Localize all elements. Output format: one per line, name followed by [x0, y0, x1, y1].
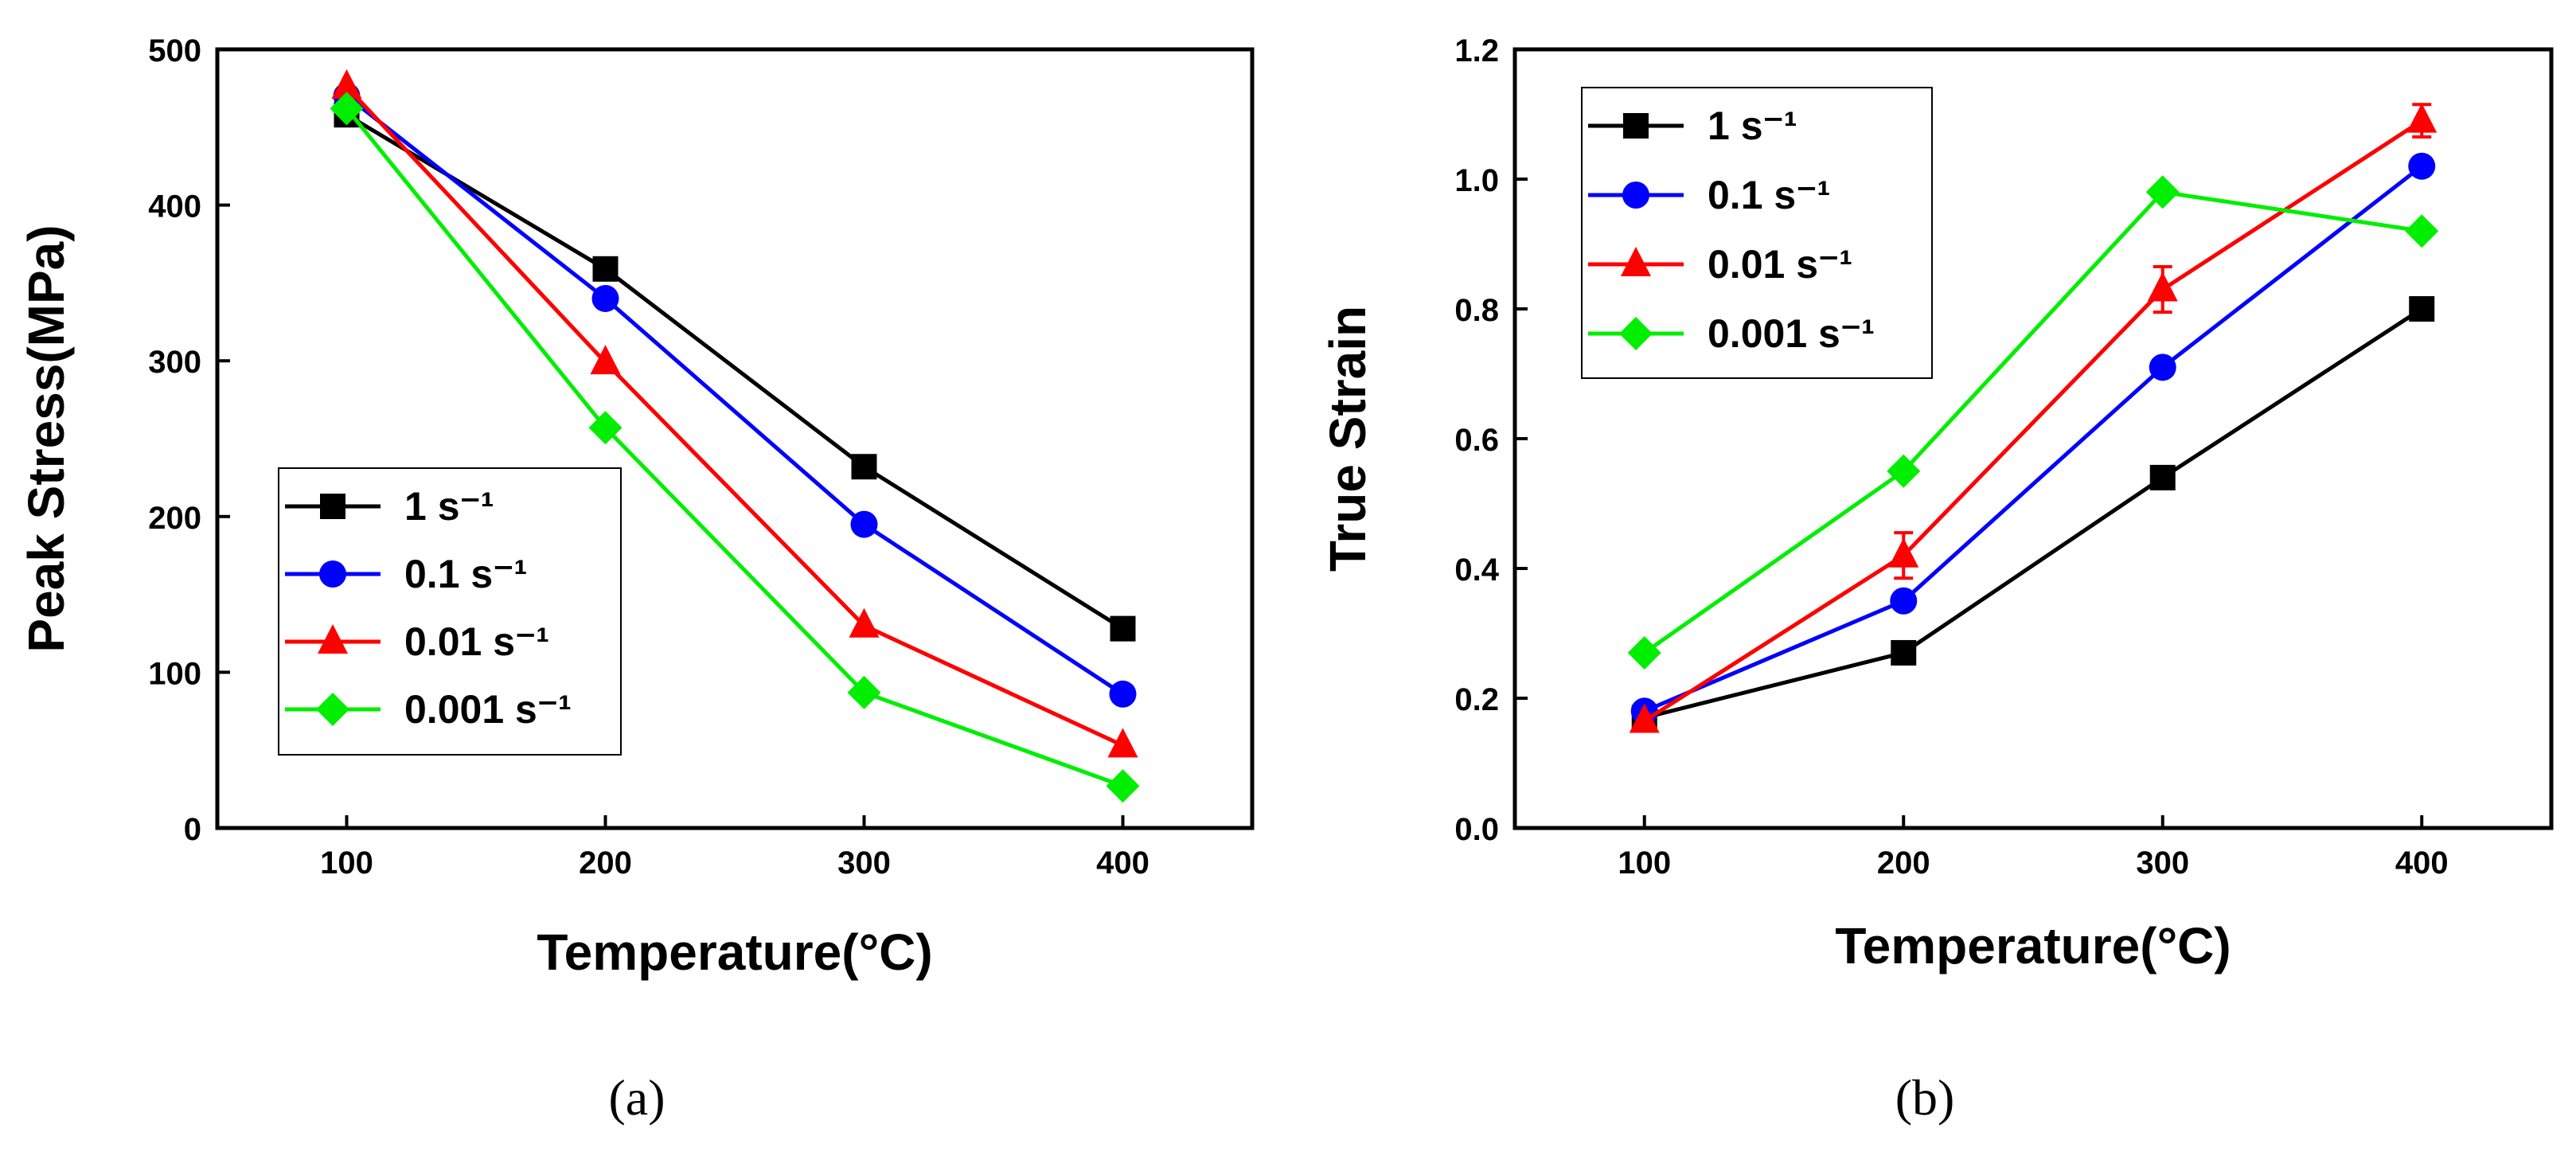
y-tick-label: 0.6 — [1454, 423, 1499, 458]
data-point-triangle — [1629, 703, 1660, 733]
data-point-diamond — [1887, 454, 1921, 488]
data-point-diamond — [2145, 175, 2180, 209]
data-point-square — [1110, 615, 1136, 642]
y-tick-label: 0.4 — [1454, 553, 1499, 588]
y-tick-label: 500 — [148, 33, 201, 68]
legend-marker-circle — [1622, 182, 1649, 209]
series-line — [1643, 164, 2423, 713]
plot-frame — [215, 47, 1255, 830]
legend-item-0p1-s: 0.1 s⁻¹ — [285, 552, 527, 596]
data-point-square — [592, 256, 619, 282]
series-0p01-s — [1629, 103, 2437, 733]
legend-item-0p1-s: 0.1 s⁻¹ — [1588, 173, 1830, 217]
x-tick-label: 300 — [837, 846, 891, 881]
series-0p001-s — [1627, 175, 2439, 670]
data-point-diamond — [1106, 769, 1140, 803]
legend-item-0p01-s: 0.01 s⁻¹ — [285, 619, 549, 664]
legend-label: 1 s⁻¹ — [404, 484, 494, 529]
x-tick-label: 100 — [1618, 846, 1671, 881]
legend-item-0p01-s: 0.01 s⁻¹ — [1588, 242, 1852, 287]
x-tick-label: 300 — [2136, 846, 2189, 881]
data-point-triangle — [2147, 271, 2178, 302]
legend-label: 0.001 s⁻¹ — [404, 687, 572, 732]
data-point-triangle — [849, 607, 880, 638]
panel-b-true-strain-chart: 100 200 300 400 0.0 0.2 0.4 0.6 0.8 1.0 1.2 Tempera… — [1319, 33, 2554, 1126]
legend-item-0p001-s: 0.001 s⁻¹ — [1588, 311, 1875, 356]
legend-marker-square — [320, 494, 345, 519]
series-line — [1643, 119, 2423, 723]
legend-marker-triangle — [318, 624, 348, 654]
panel-label: (a) — [608, 1069, 665, 1126]
y-tick-label: 0.2 — [1454, 682, 1499, 717]
legend-marker-diamond — [1619, 317, 1653, 350]
y-tick-label: 1.2 — [1454, 33, 1499, 68]
series-line — [345, 85, 1124, 748]
data-point-circle — [591, 284, 619, 312]
legend-marker-diamond — [316, 693, 349, 726]
y-tick-label: 200 — [148, 501, 201, 536]
data-point-circle — [1890, 587, 1918, 615]
x-tick-label: 400 — [1096, 846, 1149, 881]
data-point-triangle — [331, 68, 362, 99]
y-axis-title: True Strain — [1319, 306, 1376, 572]
data-point-square — [2149, 464, 2176, 490]
legend-marker-triangle — [1621, 247, 1651, 276]
y-axis-title: Peak Stress(MPa) — [18, 225, 75, 652]
data-point-square — [1891, 639, 1917, 666]
series-0p001-s — [330, 92, 1140, 803]
data-point-diamond — [330, 92, 364, 126]
y-tick-label: 0 — [184, 812, 201, 847]
series-line — [1643, 189, 2422, 654]
data-point-triangle — [1888, 537, 1919, 568]
x-tick-label: 200 — [579, 846, 632, 881]
series-0p1-s — [1630, 152, 2436, 725]
data-point-circle — [850, 510, 878, 538]
legend: 1 s⁻¹ 0.1 s⁻¹ 0.01 s⁻¹ 0.001 s⁻¹ — [278, 467, 622, 756]
legend-item-0p001-s: 0.001 s⁻¹ — [285, 687, 572, 732]
panel-label: (b) — [1895, 1069, 1955, 1126]
panel-a-peak-stress-chart: 100 200 300 400 0 100 200 300 400 500 Temperature(… — [18, 33, 1255, 1126]
x-axis-title: Temperature(°C) — [537, 924, 932, 981]
y-tick-label: 100 — [148, 656, 201, 691]
legend-label: 0.001 s⁻¹ — [1708, 311, 1875, 356]
y-tick-label: 300 — [148, 345, 201, 380]
legend-item-1-s: 1 s⁻¹ — [1588, 103, 1797, 148]
x-tick-label: 400 — [2395, 846, 2449, 881]
legend-label: 1 s⁻¹ — [1708, 103, 1797, 148]
data-point-diamond — [847, 675, 881, 709]
legend-label: 0.01 s⁻¹ — [1708, 242, 1852, 287]
data-point-triangle — [590, 345, 621, 375]
data-point-diamond — [2405, 214, 2439, 248]
legend: 1 s⁻¹ 0.1 s⁻¹ 0.01 s⁻¹ 0.001 s⁻¹ — [1581, 87, 1933, 379]
data-point-square — [2409, 296, 2435, 322]
legend-marker-square — [1623, 113, 1649, 139]
data-point-square — [851, 454, 877, 480]
x-tick-label: 200 — [1877, 846, 1930, 881]
data-point-triangle — [2406, 103, 2437, 133]
legend-marker-circle — [319, 560, 346, 588]
legend-label: 0.1 s⁻¹ — [1708, 173, 1830, 217]
data-point-diamond — [588, 411, 623, 445]
data-point-triangle — [1107, 728, 1138, 758]
series-line — [1644, 307, 2423, 720]
series-line — [345, 94, 1124, 696]
legend-label: 0.01 s⁻¹ — [404, 619, 549, 664]
x-axis-title: Temperature(°C) — [1835, 917, 2231, 974]
y-tick-label: 1.0 — [1454, 163, 1499, 198]
y-tick-label: 0.0 — [1454, 812, 1499, 847]
y-tick-label: 400 — [148, 189, 201, 225]
data-point-diamond — [1627, 635, 1661, 670]
y-tick-label: 0.8 — [1454, 293, 1499, 328]
legend-label: 0.1 s⁻¹ — [404, 552, 527, 596]
data-point-circle — [2408, 152, 2436, 180]
legend-item-1-s: 1 s⁻¹ — [285, 484, 494, 529]
x-tick-label: 100 — [320, 846, 373, 881]
data-point-circle — [1109, 680, 1137, 708]
series-line — [345, 113, 1124, 631]
series-line — [345, 107, 1124, 788]
data-point-circle — [2149, 353, 2176, 381]
series-0p01-s — [331, 68, 1138, 758]
